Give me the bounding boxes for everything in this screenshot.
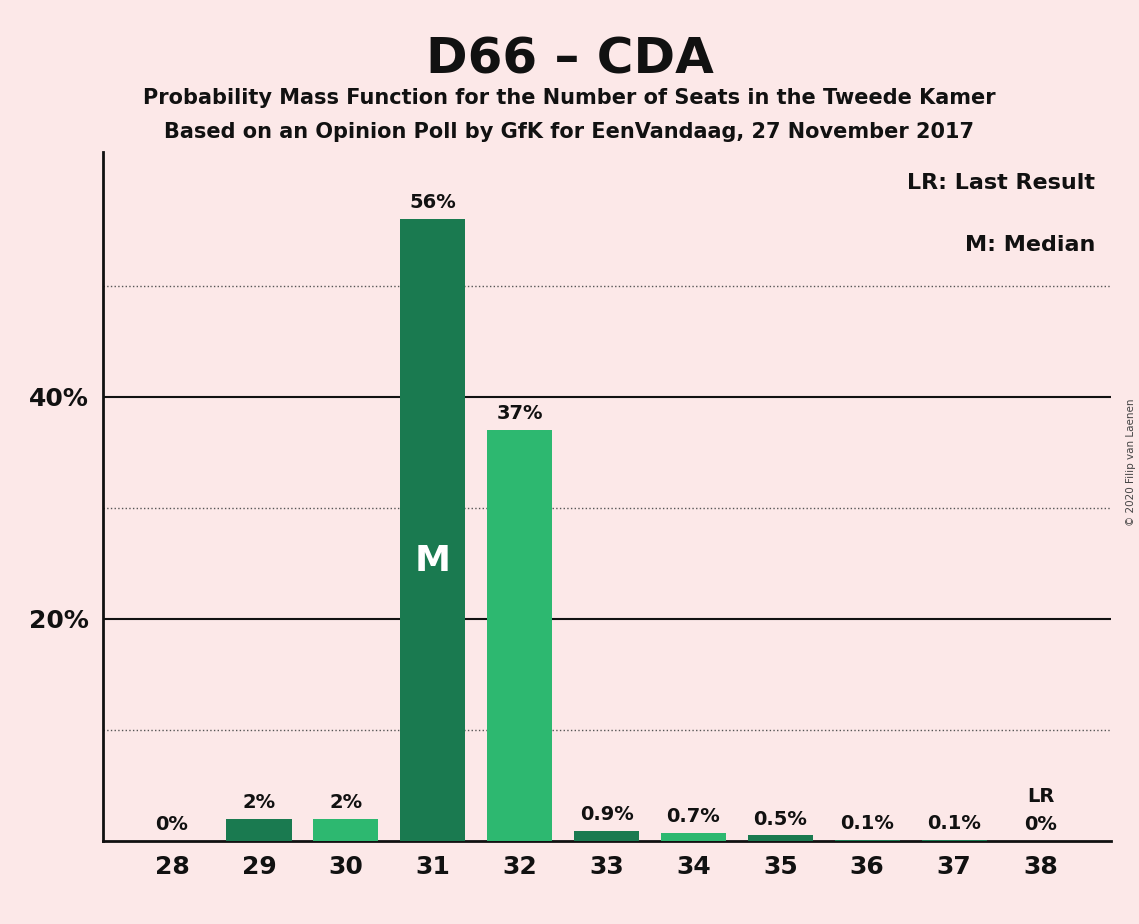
Text: 0%: 0% — [1025, 815, 1057, 834]
Text: © 2020 Filip van Laenen: © 2020 Filip van Laenen — [1126, 398, 1136, 526]
Bar — [227, 819, 292, 841]
Text: Probability Mass Function for the Number of Seats in the Tweede Kamer: Probability Mass Function for the Number… — [144, 88, 995, 108]
Text: 2%: 2% — [329, 793, 362, 812]
Bar — [835, 840, 900, 841]
Text: 0.9%: 0.9% — [580, 805, 633, 824]
Bar — [747, 835, 813, 841]
Bar — [921, 840, 986, 841]
Bar — [487, 430, 552, 841]
Text: LR: Last Result: LR: Last Result — [908, 173, 1096, 193]
Bar — [574, 831, 639, 841]
Text: 0.1%: 0.1% — [841, 814, 894, 833]
Text: 37%: 37% — [497, 405, 543, 423]
Text: LR: LR — [1027, 787, 1055, 807]
Text: 0.5%: 0.5% — [753, 809, 808, 829]
Text: M: M — [415, 544, 451, 578]
Text: 0.7%: 0.7% — [666, 808, 720, 826]
Text: 2%: 2% — [243, 793, 276, 812]
Text: M: Median: M: Median — [965, 235, 1096, 255]
Bar — [400, 219, 466, 841]
Bar — [661, 833, 726, 841]
Text: Based on an Opinion Poll by GfK for EenVandaag, 27 November 2017: Based on an Opinion Poll by GfK for EenV… — [164, 122, 975, 142]
Text: 0%: 0% — [156, 815, 188, 834]
Text: 56%: 56% — [409, 193, 456, 213]
Bar — [313, 819, 378, 841]
Text: 0.1%: 0.1% — [927, 814, 981, 833]
Text: D66 – CDA: D66 – CDA — [426, 35, 713, 83]
